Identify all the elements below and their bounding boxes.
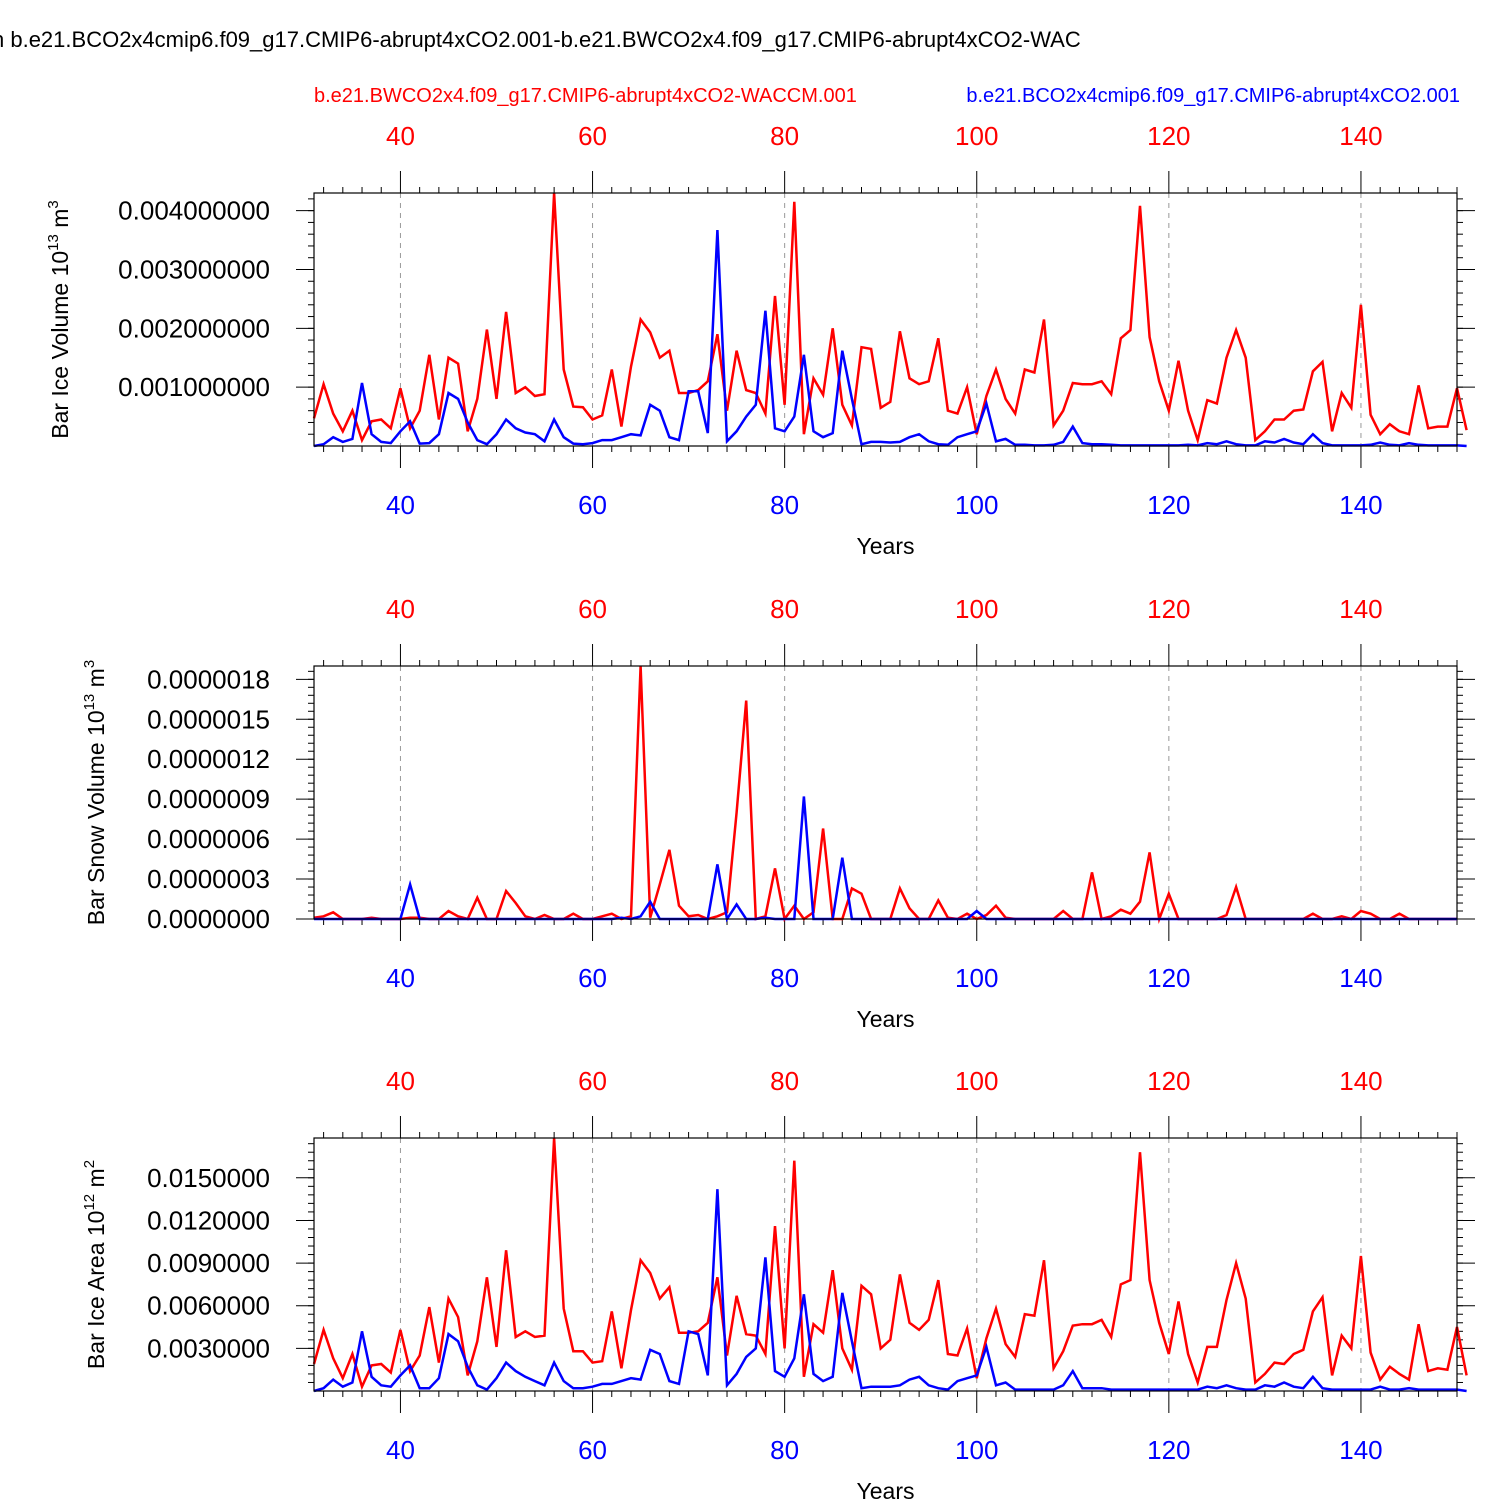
y-tick-label: 0.0000006	[147, 824, 270, 854]
x-tick-label-bottom: 100	[955, 1435, 998, 1465]
figure-title: n b.e21.BCO2x4cmip6.f09_g17.CMIP6-abrupt…	[0, 27, 1081, 52]
x-axis-label: Years	[857, 533, 915, 559]
y-tick-label: 0.0030000	[147, 1333, 270, 1363]
x-tick-label-top: 120	[1147, 594, 1190, 624]
x-tick-label-top: 140	[1339, 594, 1382, 624]
x-tick-label-bottom: 60	[578, 490, 607, 520]
x-tick-label-bottom: 80	[770, 1435, 799, 1465]
x-tick-label-top: 100	[955, 1066, 998, 1096]
x-tick-label-bottom: 40	[386, 490, 415, 520]
legend-red-label: b.e21.BWCO2x4.f09_g17.CMIP6-abrupt4xCO2-…	[314, 85, 857, 107]
x-tick-label-top: 140	[1339, 121, 1382, 151]
x-tick-label-bottom: 60	[578, 963, 607, 993]
legend-blue-label: b.e21.BCO2x4cmip6.f09_g17.CMIP6-abrupt4x…	[966, 85, 1460, 107]
y-tick-label: 0.0000012	[147, 744, 270, 774]
y-axis-label-unit-exponent: 2	[81, 1160, 98, 1168]
x-tick-label-bottom: 100	[955, 490, 998, 520]
y-tick-label: 0.0090000	[147, 1248, 270, 1278]
x-tick-label-bottom: 140	[1339, 963, 1382, 993]
y-axis-label: Bar Ice Volume 1013 m3	[45, 200, 73, 439]
y-tick-label: 0.0150000	[147, 1163, 270, 1193]
y-tick-label: 0.0120000	[147, 1205, 270, 1235]
x-axis-label: Years	[857, 1006, 915, 1032]
y-axis-label-exponent: 12	[81, 1194, 98, 1211]
y-tick-label: 0.0000015	[147, 704, 270, 734]
y-axis-label-exponent: 13	[81, 694, 98, 711]
x-tick-label-bottom: 100	[955, 963, 998, 993]
series-line-blue	[313, 230, 1467, 448]
x-tick-label-top: 120	[1147, 121, 1190, 151]
x-axis-label: Years	[857, 1478, 915, 1500]
y-tick-label: 0.003000000	[118, 254, 270, 284]
x-tick-label-bottom: 120	[1147, 963, 1190, 993]
series-line-blue	[314, 796, 1457, 923]
x-tick-label-top: 80	[770, 594, 799, 624]
series-line-red	[312, 192, 1468, 445]
plot-frame	[313, 1137, 1458, 1392]
y-tick-label: 0.001000000	[118, 372, 270, 402]
x-tick-label-top: 60	[578, 121, 607, 151]
y-tick-label: 0.0000018	[147, 664, 270, 694]
x-tick-label-top: 100	[955, 121, 998, 151]
x-tick-label-top: 80	[770, 121, 799, 151]
y-tick-label: 0.0000000	[147, 904, 270, 934]
x-tick-label-bottom: 140	[1339, 490, 1382, 520]
x-tick-label-top: 60	[578, 594, 607, 624]
x-tick-label-bottom: 80	[770, 963, 799, 993]
x-tick-label-bottom: 120	[1147, 490, 1190, 520]
series-line-red	[312, 1137, 1468, 1391]
plot-frame	[313, 665, 1458, 920]
charts-container: 40 40 60 60 80 80 100 100 120 120 140 140 0.00100000…	[45, 121, 1475, 1500]
y-axis-label-main: Bar Snow Volume 10	[83, 710, 109, 925]
chart-panel-ice-area: 40 40 60 60 80 80 100 100 120 120 140 140 0.0030000 0…	[81, 1066, 1475, 1500]
y-axis-label-unit: m	[47, 209, 73, 235]
x-tick-label-top: 80	[770, 1066, 799, 1096]
y-tick-label: 0.0060000	[147, 1291, 270, 1321]
series-line-red	[313, 665, 1457, 924]
x-tick-label-bottom: 40	[386, 1435, 415, 1465]
chart-panel-snow-volume: 40 40 60 60 80 80 100 100 120 120 140 140 0.0000000 0…	[81, 594, 1475, 1032]
x-tick-label-bottom: 40	[386, 963, 415, 993]
y-axis-label-unit-exponent: 3	[45, 200, 62, 208]
y-axis-label-unit: m	[83, 1168, 109, 1194]
y-axis-label: Bar Snow Volume 1013 m3	[81, 660, 109, 925]
y-axis-label-unit-exponent: 3	[81, 660, 98, 668]
y-tick-label: 0.0000009	[147, 784, 270, 814]
y-tick-label: 0.0000003	[147, 864, 270, 894]
x-tick-label-top: 40	[386, 121, 415, 151]
plot-frame	[313, 192, 1458, 447]
x-tick-label-bottom: 140	[1339, 1435, 1382, 1465]
y-tick-label: 0.002000000	[118, 313, 270, 343]
y-axis-label-unit: m	[83, 668, 109, 694]
x-tick-label-top: 120	[1147, 1066, 1190, 1096]
x-tick-label-bottom: 120	[1147, 1435, 1190, 1465]
x-tick-label-top: 100	[955, 594, 998, 624]
series-line-blue	[313, 1189, 1467, 1393]
chart-panel-ice-volume: 40 40 60 60 80 80 100 100 120 120 140 140 0.00100000…	[45, 121, 1475, 559]
y-tick-label: 0.004000000	[118, 196, 270, 226]
x-tick-label-top: 40	[386, 1066, 415, 1096]
x-tick-label-bottom: 80	[770, 490, 799, 520]
y-axis-label: Bar Ice Area 1012 m2	[81, 1160, 109, 1369]
x-tick-label-top: 60	[578, 1066, 607, 1096]
x-tick-label-top: 40	[386, 594, 415, 624]
y-axis-label-exponent: 13	[45, 234, 62, 251]
y-axis-label-main: Bar Ice Area 10	[83, 1211, 109, 1370]
y-axis-label-main: Bar Ice Volume 10	[47, 251, 73, 439]
x-tick-label-top: 140	[1339, 1066, 1382, 1096]
x-tick-label-bottom: 60	[578, 1435, 607, 1465]
